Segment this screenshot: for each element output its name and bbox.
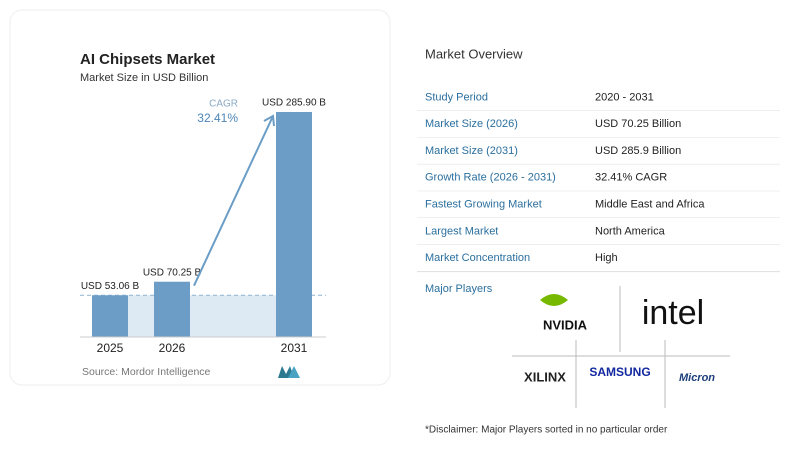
table-row bbox=[417, 244, 780, 272]
player-logo: NVIDIA bbox=[543, 317, 588, 332]
player-logo: XILINX bbox=[524, 369, 566, 384]
x-tick-label: 2025 bbox=[97, 341, 124, 355]
row-value: High bbox=[595, 252, 618, 264]
x-tick-label: 2026 bbox=[159, 341, 186, 355]
value-label: USD 285.90 B bbox=[262, 98, 326, 109]
row-label: Study Period bbox=[425, 91, 488, 103]
cagr-arrow bbox=[193, 115, 274, 287]
chart-subtitle: Market Size in USD Billion bbox=[80, 72, 208, 84]
player-logo: SAMSUNG bbox=[589, 365, 650, 379]
source: Source: Mordor Intelligence bbox=[82, 366, 211, 378]
bar bbox=[92, 295, 128, 337]
row-label: Market Size (2031) bbox=[425, 145, 518, 157]
row-label: Fastest Growing Market bbox=[425, 199, 542, 211]
player-logo: intel bbox=[642, 294, 704, 332]
nvidia-eye bbox=[540, 294, 568, 306]
row-value: 2020 - 2031 bbox=[595, 91, 654, 103]
player-grid bbox=[512, 286, 730, 408]
x-tick-label: 2031 bbox=[281, 341, 308, 355]
overview-title: Market Overview bbox=[425, 46, 523, 61]
brand-logo bbox=[278, 366, 300, 378]
table-row bbox=[417, 191, 780, 218]
row-value: USD 70.25 Billion bbox=[595, 118, 681, 130]
table-row bbox=[417, 137, 780, 165]
row-label: Market Concentration bbox=[425, 252, 530, 264]
row-label: Growth Rate (2026 - 2031) bbox=[425, 172, 556, 184]
cagr-label: CAGR bbox=[209, 99, 238, 110]
reference-area bbox=[128, 295, 276, 337]
row-value: Middle East and Africa bbox=[595, 199, 705, 211]
players-title: Major Players bbox=[425, 283, 493, 295]
disclaimer: *Disclaimer: Major Players sorted in no … bbox=[425, 425, 668, 436]
chart-title: AI Chipsets Market bbox=[80, 51, 215, 68]
table-row bbox=[417, 110, 780, 138]
table-row bbox=[417, 84, 780, 111]
value-label: USD 70.25 B bbox=[143, 267, 202, 278]
row-value: USD 285.9 Billion bbox=[595, 145, 681, 157]
bar bbox=[154, 281, 190, 337]
table-row bbox=[417, 218, 780, 245]
row-label: Market Size (2026) bbox=[425, 118, 518, 130]
row-value: North America bbox=[595, 225, 666, 237]
player-logo: Micron bbox=[679, 372, 715, 384]
row-label: Largest Market bbox=[425, 225, 498, 237]
cagr-arrowhead bbox=[263, 114, 275, 127]
row-value: 32.41% CAGR bbox=[595, 172, 667, 184]
cagr-value: 32.41% bbox=[197, 111, 238, 125]
table-row bbox=[417, 164, 780, 192]
bar bbox=[276, 112, 312, 337]
value-label: USD 53.06 B bbox=[81, 281, 140, 292]
